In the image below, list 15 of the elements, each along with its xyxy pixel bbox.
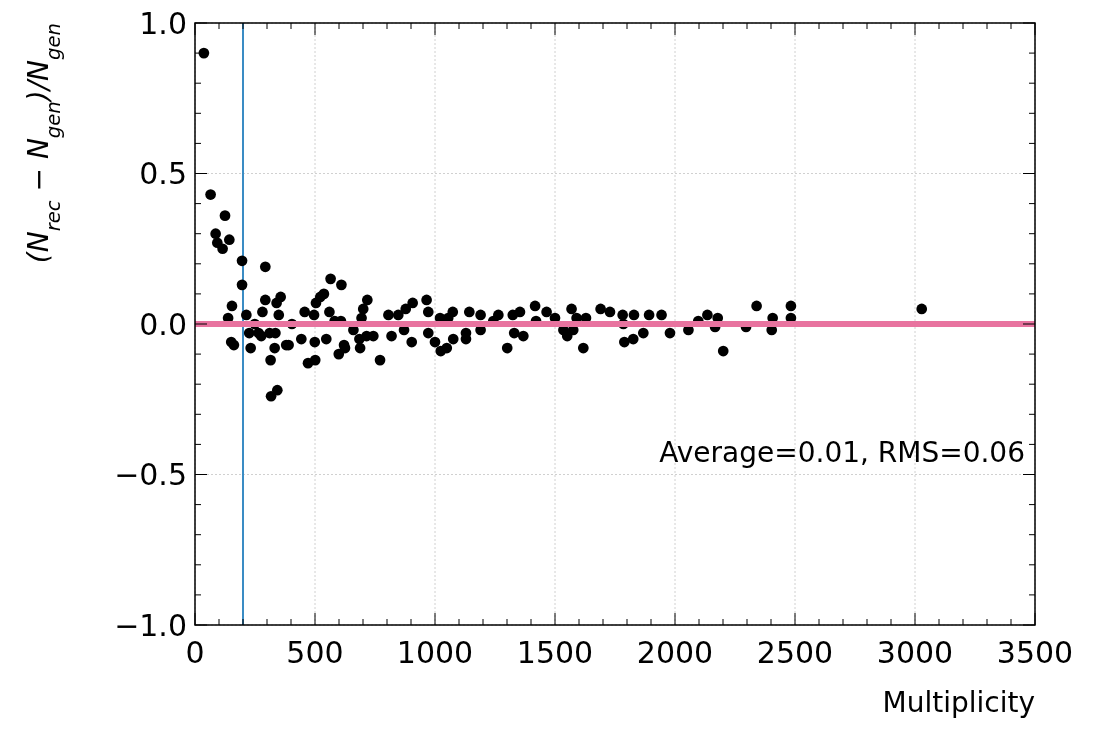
annotation: Average=0.01, RMS=0.06 bbox=[659, 436, 1025, 470]
y-tick-label: −1.0 bbox=[114, 607, 187, 643]
x-tick-label: 2500 bbox=[756, 635, 834, 670]
x-tick-label: 3500 bbox=[996, 635, 1074, 670]
x-tick-label: 500 bbox=[286, 635, 344, 670]
y-tick-label: −0.5 bbox=[114, 457, 187, 492]
y-tick-label: 1.0 bbox=[139, 5, 187, 41]
x-tick-label: 0 bbox=[185, 635, 205, 670]
y-tick-label: 0.5 bbox=[139, 156, 187, 191]
x-axis-title: Multiplicity bbox=[882, 686, 1035, 719]
x-tick-label: 1000 bbox=[396, 635, 474, 670]
y-tick-label: 0.0 bbox=[139, 306, 187, 342]
x-tick-label: 2000 bbox=[636, 635, 714, 670]
x-tick-label: 3000 bbox=[876, 635, 954, 670]
x-tick-label: 1500 bbox=[516, 635, 594, 670]
